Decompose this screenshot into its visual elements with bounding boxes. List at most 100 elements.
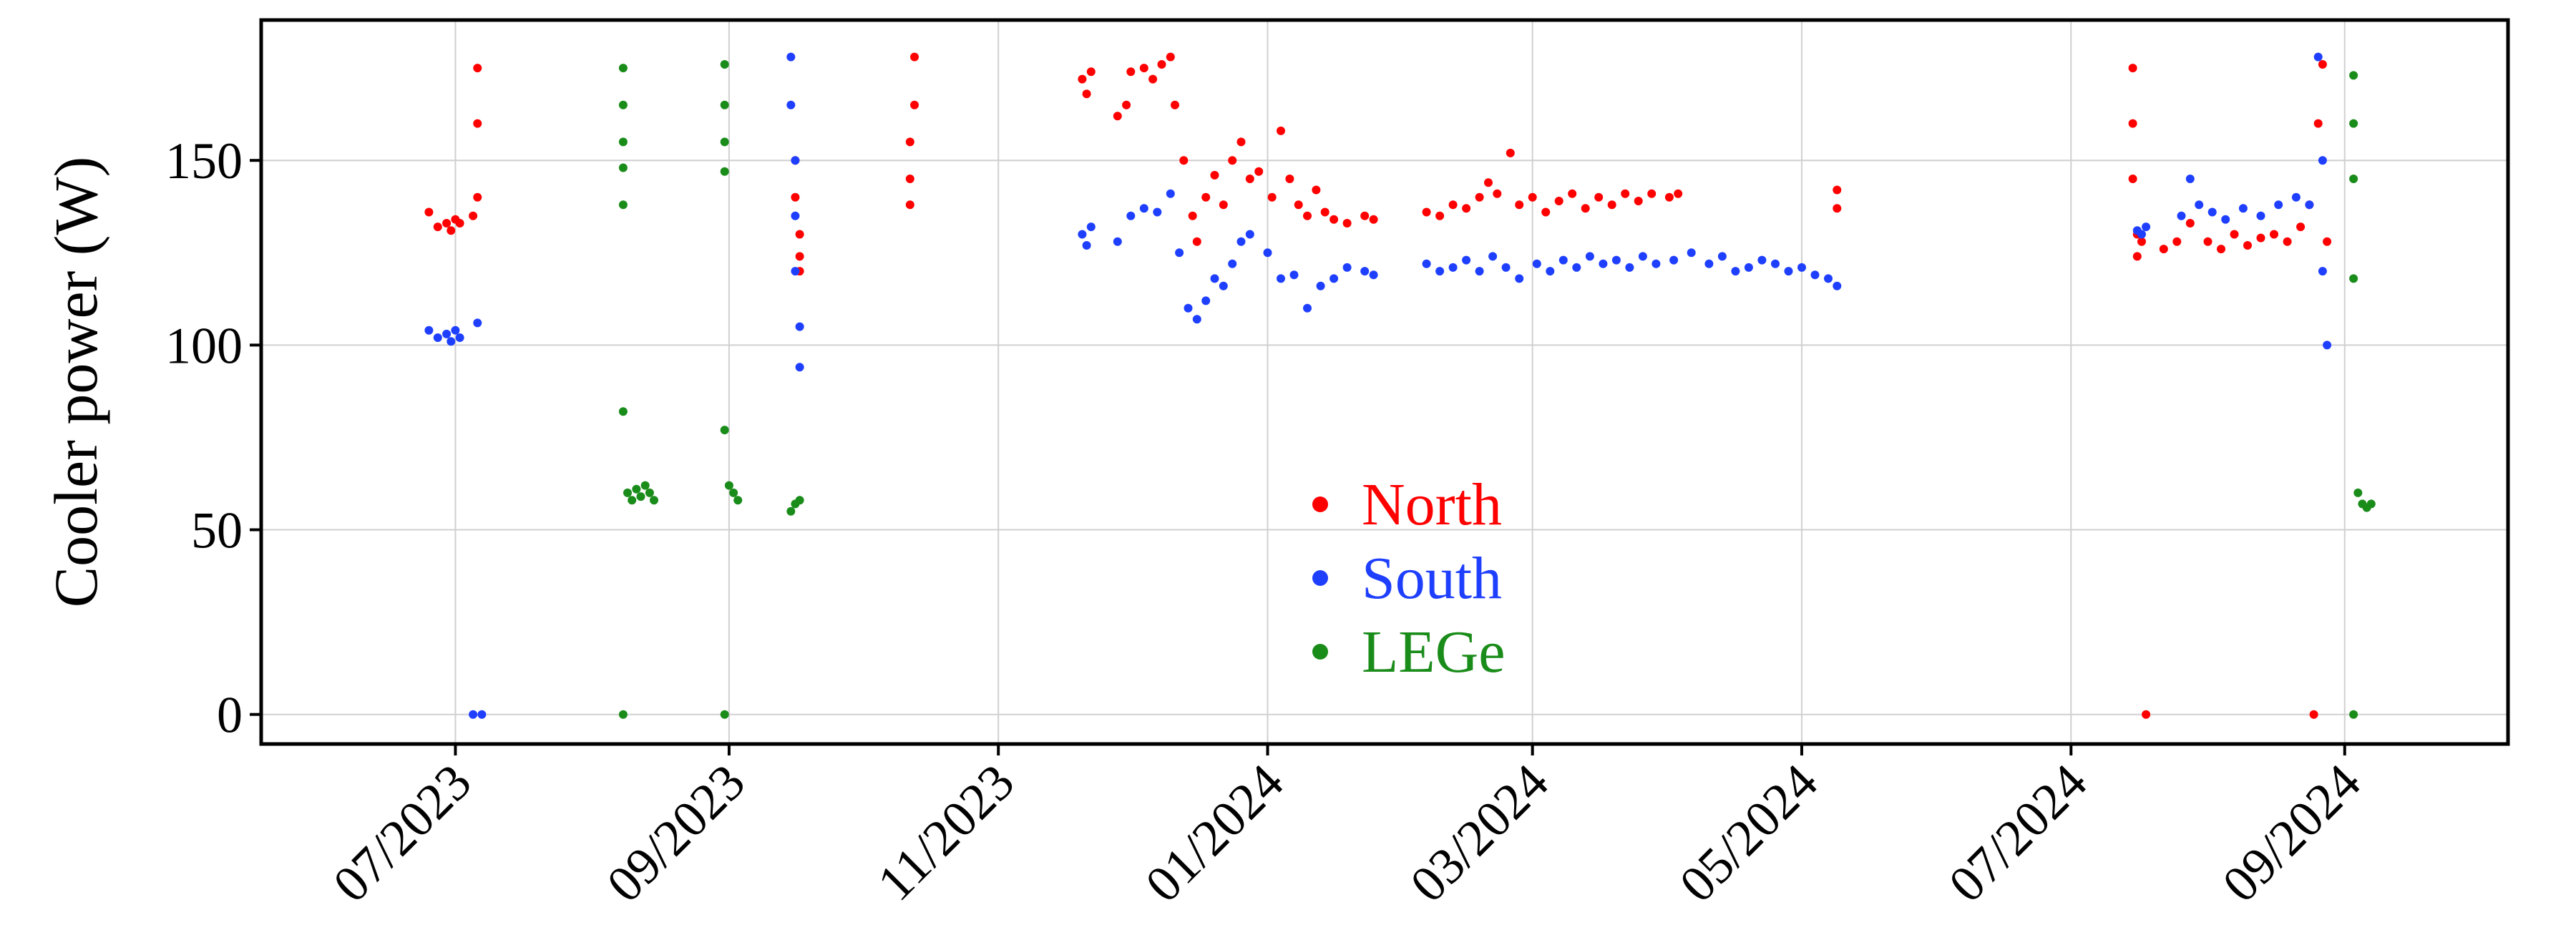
data-point <box>1744 263 1753 272</box>
data-point <box>473 318 482 328</box>
data-point <box>1078 230 1087 239</box>
y-tick-label: 150 <box>165 132 243 190</box>
data-point <box>1082 89 1091 99</box>
data-point <box>1157 60 1166 69</box>
data-point <box>1647 189 1657 198</box>
data-point <box>1303 303 1312 313</box>
data-point <box>1245 230 1254 239</box>
y-axis: 0 50 100 150 <box>165 132 261 744</box>
grid <box>261 20 2508 744</box>
data-point <box>2243 241 2252 250</box>
data-point <box>1462 204 1471 213</box>
data-point <box>1267 192 1277 202</box>
y-axis-title: Cooler power (W) <box>42 157 110 607</box>
data-point <box>786 52 796 62</box>
data-point <box>455 219 464 227</box>
data-point <box>442 329 452 338</box>
data-point <box>1664 192 1674 202</box>
data-point <box>720 137 729 147</box>
data-point <box>2323 341 2332 350</box>
data-point <box>2349 71 2358 80</box>
data-point <box>2270 230 2278 239</box>
data-point <box>632 484 641 494</box>
data-point <box>469 710 478 719</box>
data-point <box>1166 189 1175 198</box>
data-point <box>1607 200 1616 210</box>
data-point <box>473 192 482 202</box>
data-point <box>1810 270 1820 280</box>
data-point <box>1126 67 1136 77</box>
data-point <box>786 506 796 516</box>
data-point <box>623 488 632 497</box>
data-point <box>1833 204 1842 213</box>
data-point <box>442 219 452 227</box>
data-point <box>469 211 478 220</box>
data-point <box>2217 245 2225 254</box>
data-point <box>2238 204 2248 213</box>
data-point <box>2142 222 2151 232</box>
data-point <box>1488 252 1498 261</box>
data-point <box>2291 192 2301 202</box>
data-point <box>1360 267 1370 276</box>
data-point <box>1086 67 1096 77</box>
data-point <box>424 207 434 217</box>
data-point <box>2221 215 2230 224</box>
data-point <box>905 200 914 210</box>
data-point <box>1669 255 1679 265</box>
data-point <box>628 496 637 505</box>
data-point <box>645 488 654 497</box>
data-point <box>2137 230 2146 239</box>
data-point <box>1192 237 1201 246</box>
data-point <box>473 64 482 73</box>
data-point <box>1568 189 1577 198</box>
data-point <box>910 100 919 109</box>
data-point <box>2313 52 2323 62</box>
data-point <box>1625 263 1634 272</box>
data-point <box>1148 74 1158 84</box>
data-point <box>1277 126 1285 135</box>
data-point <box>1475 192 1484 202</box>
data-point <box>2172 237 2182 246</box>
data-point <box>791 192 800 202</box>
legend-marker <box>1312 644 1328 660</box>
data-point <box>1330 215 1339 224</box>
data-point <box>2177 211 2186 220</box>
data-point <box>720 710 729 719</box>
data-point <box>1153 207 1162 217</box>
data-point <box>1546 267 1555 276</box>
data-point <box>2128 119 2137 128</box>
data-point <box>1113 112 1122 121</box>
data-point <box>618 137 628 147</box>
data-point <box>618 64 628 73</box>
data-point <box>2309 710 2318 719</box>
data-point <box>1532 259 1541 268</box>
data-point <box>2274 200 2283 210</box>
data-point <box>1342 263 1352 272</box>
data-point <box>2305 200 2314 210</box>
data-point <box>1731 267 1740 276</box>
data-point <box>2353 488 2363 497</box>
data-point <box>2349 175 2358 183</box>
data-point <box>1263 248 1272 258</box>
data-point <box>1638 252 1647 261</box>
data-point <box>1585 252 1594 261</box>
data-point <box>1554 197 1563 205</box>
data-point <box>733 496 743 505</box>
data-point <box>2142 710 2151 719</box>
data-point <box>618 163 628 172</box>
data-point <box>447 337 456 346</box>
data-point <box>618 200 628 210</box>
data-point <box>473 119 482 128</box>
data-point <box>640 481 650 490</box>
data-point <box>795 252 804 261</box>
data-point <box>2137 237 2146 246</box>
data-point <box>1303 211 1312 220</box>
data-point <box>1717 252 1727 261</box>
data-point <box>1475 267 1484 276</box>
data-point <box>1171 100 1179 109</box>
data-point <box>424 326 434 335</box>
data-point <box>1674 189 1683 198</box>
data-point <box>2323 237 2332 246</box>
legend: North South LEGe <box>1312 471 1506 685</box>
